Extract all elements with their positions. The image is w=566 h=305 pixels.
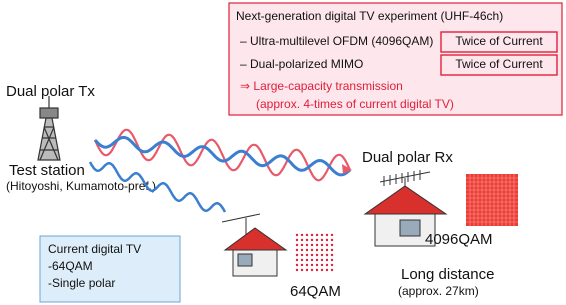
dot — [316, 269, 318, 271]
tx-label: Dual polar Tx — [6, 83, 95, 100]
dot — [301, 249, 303, 251]
current-line: Current digital TV — [48, 242, 141, 256]
dot — [331, 234, 333, 236]
dot — [316, 234, 318, 236]
dot — [326, 254, 328, 256]
dot — [321, 249, 323, 251]
experiment-title: Next-generation digital TV experiment (U… — [236, 9, 503, 23]
current-line: -Single polar — [48, 276, 115, 290]
dot — [321, 259, 323, 261]
item-label: – Ultra-multilevel OFDM (4096QAM) — [240, 34, 433, 48]
dot — [301, 239, 303, 241]
dot — [331, 254, 333, 256]
dot — [331, 264, 333, 266]
dot — [311, 249, 313, 251]
dot — [316, 259, 318, 261]
dot — [301, 244, 303, 246]
dot — [296, 244, 298, 246]
qam-64-grid — [296, 234, 333, 271]
dot — [326, 239, 328, 241]
badge: Twice of Current — [455, 34, 543, 48]
dot — [296, 259, 298, 261]
distance: Long distance — [401, 266, 494, 283]
dot — [311, 254, 313, 256]
dot — [321, 264, 323, 266]
dot — [301, 259, 303, 261]
dot — [306, 249, 308, 251]
dot — [316, 249, 318, 251]
dot — [306, 264, 308, 266]
dot — [296, 264, 298, 266]
dot — [331, 259, 333, 261]
rx-modulation: 4096QAM — [425, 231, 493, 248]
current-line: -64QAM — [48, 259, 93, 273]
waves — [90, 130, 352, 212]
dot — [296, 254, 298, 256]
dot — [316, 254, 318, 256]
location: (Hitoyoshi, Kumamoto-pref.) — [6, 179, 156, 193]
dot — [316, 264, 318, 266]
badge: Twice of Current — [455, 57, 543, 71]
dot — [311, 234, 313, 236]
dot — [326, 259, 328, 261]
dot — [321, 254, 323, 256]
tower — [38, 96, 60, 160]
dot — [306, 269, 308, 271]
wave — [95, 130, 350, 181]
dot — [331, 244, 333, 246]
dot — [316, 244, 318, 246]
dot — [306, 254, 308, 256]
dot — [311, 244, 313, 246]
dot — [331, 269, 333, 271]
dot — [306, 234, 308, 236]
dot — [311, 259, 313, 261]
distance-note: (approx. 27km) — [398, 284, 479, 298]
dot — [296, 249, 298, 251]
dot — [326, 269, 328, 271]
result-note: (approx. 4-times of current digital TV) — [256, 97, 454, 111]
dot — [306, 259, 308, 261]
dot — [301, 269, 303, 271]
dot — [316, 239, 318, 241]
dot — [331, 239, 333, 241]
dot — [326, 264, 328, 266]
item-label: – Dual-polarized MIMO — [240, 57, 363, 71]
dot — [326, 234, 328, 236]
dot — [306, 239, 308, 241]
dot — [301, 264, 303, 266]
dot — [301, 254, 303, 256]
dot — [311, 264, 313, 266]
dot — [306, 244, 308, 246]
diagram: Next-generation digital TV experiment (U… — [0, 0, 566, 305]
dot — [321, 244, 323, 246]
dot — [301, 234, 303, 236]
dot — [326, 244, 328, 246]
station: Test station — [9, 162, 85, 179]
dot — [326, 249, 328, 251]
result: ⇒ Large-capacity transmission — [240, 79, 403, 93]
dot — [321, 234, 323, 236]
dot — [331, 249, 333, 251]
current-modulation: 64QAM — [290, 283, 341, 300]
rx-label: Dual polar Rx — [362, 149, 453, 166]
dot — [321, 269, 323, 271]
dot — [311, 239, 313, 241]
dot — [296, 234, 298, 236]
dot — [321, 239, 323, 241]
dot — [311, 269, 313, 271]
dot — [296, 239, 298, 241]
dot — [296, 269, 298, 271]
small-house — [222, 214, 286, 276]
